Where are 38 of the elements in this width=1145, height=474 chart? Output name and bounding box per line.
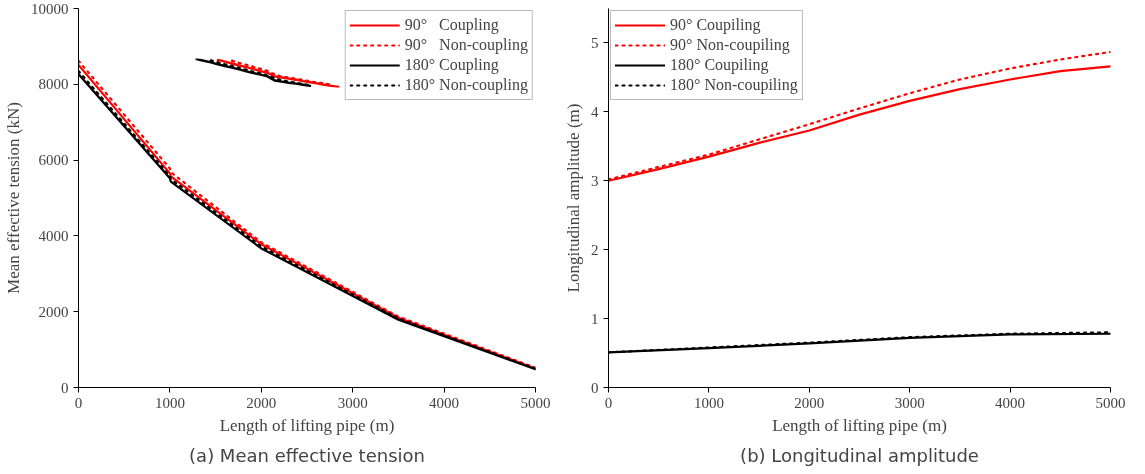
y-tick-label: 3 bbox=[591, 172, 599, 189]
legend-label: 90° Non-coupling bbox=[404, 36, 528, 54]
y-tick-label: 1 bbox=[591, 310, 599, 327]
y-tick-label: 0 bbox=[591, 379, 599, 396]
y-tick-label: 8000 bbox=[38, 76, 69, 93]
text: (a) Mean effective tension bbox=[189, 444, 425, 466]
text: (b) Longitudinal amplitude bbox=[740, 444, 979, 466]
y-tick-label: 10000 bbox=[31, 0, 69, 17]
y-axis-title: Longitudinal amplitude (m) bbox=[564, 103, 583, 293]
y-tick-label: 6000 bbox=[38, 152, 69, 169]
legend-label: 180° Coupling bbox=[404, 56, 499, 74]
legend-label: 180° Non-coupiling bbox=[670, 76, 798, 94]
x-tick-label: 2000 bbox=[246, 394, 277, 411]
x-tick-label: 2000 bbox=[794, 394, 825, 411]
x-axis-title: Length of lifting pipe (m) bbox=[219, 415, 395, 435]
y-tick-label: 4000 bbox=[38, 227, 69, 244]
y-tick-label: 5 bbox=[591, 34, 599, 51]
x-tick-label: 0 bbox=[604, 394, 613, 411]
legend-label: 90° Coupiling bbox=[670, 16, 761, 34]
y-axis-title: Mean effective tension (kN) bbox=[4, 102, 23, 294]
x-tick-label: 1000 bbox=[154, 394, 185, 411]
y-tick-label: 2000 bbox=[38, 303, 69, 320]
legend-label: 180° Non-coupling bbox=[404, 76, 528, 94]
x-tick-label: 3000 bbox=[894, 394, 925, 411]
legend-label: 90° Non-coupiling bbox=[670, 36, 790, 54]
x-tick-label: 4000 bbox=[995, 394, 1026, 411]
x-tick-label: 1000 bbox=[693, 394, 724, 411]
x-tick-label: 5000 bbox=[520, 394, 551, 411]
x-tick-label: 3000 bbox=[337, 394, 368, 411]
legend-label: 90° Coupling bbox=[404, 16, 499, 34]
x-axis-title: Length of lifting pipe (m) bbox=[772, 415, 947, 435]
x-tick-label: 5000 bbox=[1095, 394, 1126, 411]
y-tick-label: 0 bbox=[61, 379, 69, 396]
y-tick-label: 2 bbox=[591, 241, 599, 258]
legend-label: 180° Coupiling bbox=[670, 56, 769, 74]
y-tick-label: 4 bbox=[591, 103, 599, 120]
x-tick-label: 0 bbox=[74, 394, 83, 411]
x-tick-label: 4000 bbox=[429, 394, 460, 411]
